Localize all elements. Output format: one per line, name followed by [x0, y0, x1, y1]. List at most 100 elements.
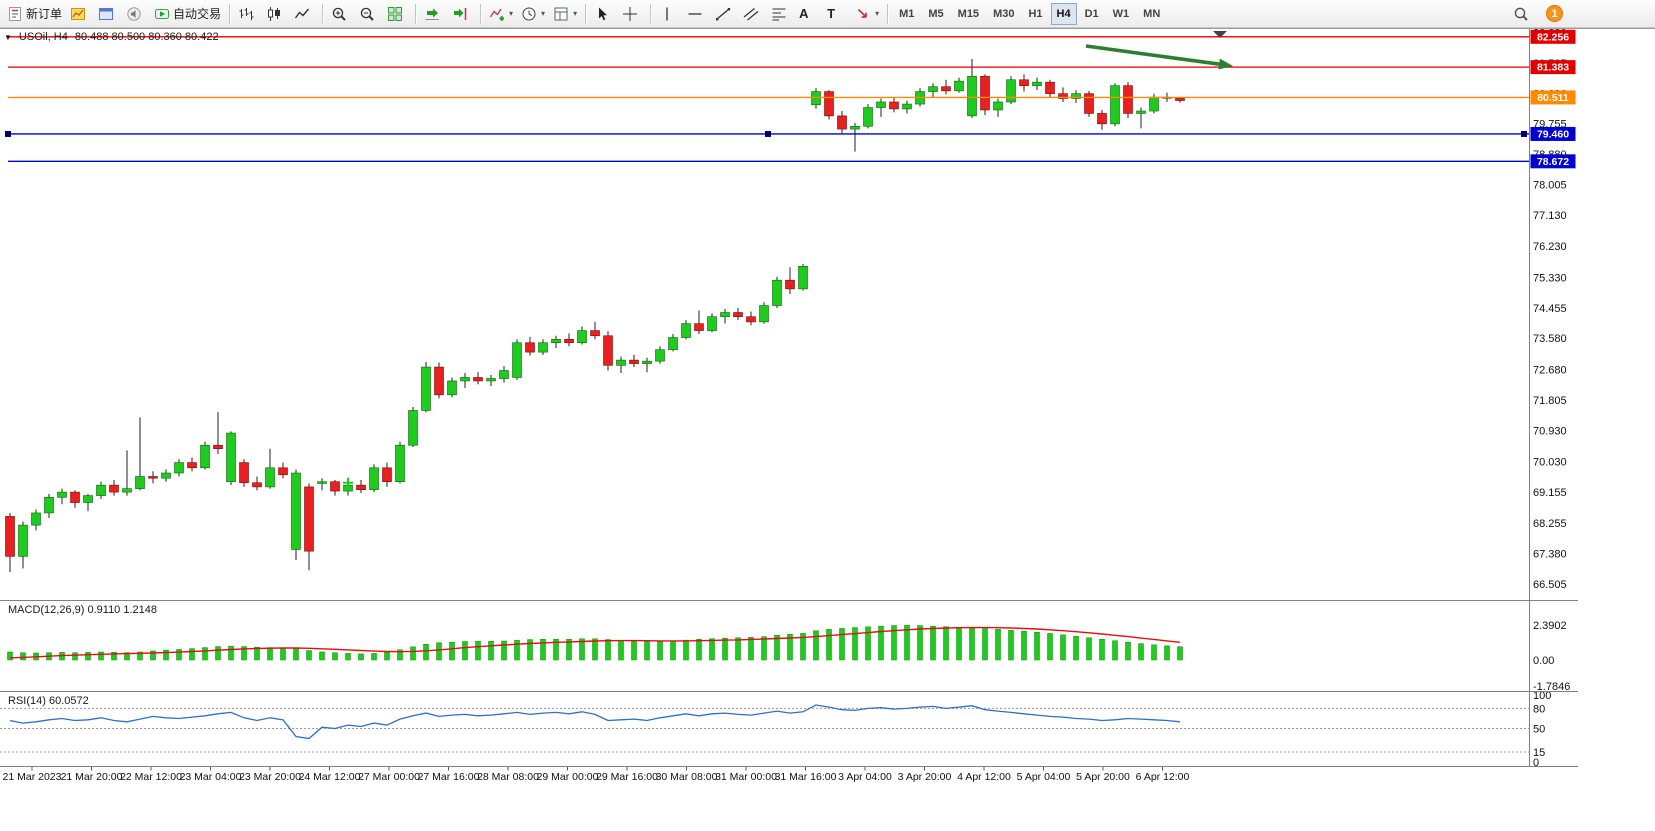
macd-bar: [644, 641, 650, 661]
channel-button[interactable]: [739, 2, 767, 26]
macd-bar: [241, 646, 247, 661]
macd-bar: [475, 641, 481, 661]
search-button[interactable]: [1509, 2, 1537, 26]
new-order-button[interactable]: 新订单: [3, 2, 66, 26]
candle-body: [824, 91, 834, 117]
macd-bar: [800, 633, 806, 661]
macd-bar: [85, 652, 91, 661]
candle-body: [1097, 113, 1107, 125]
symbol-menu-icon[interactable]: ▼: [4, 32, 12, 42]
zoom-in-button[interactable]: [327, 2, 355, 26]
timeframe-m5-button[interactable]: M5: [928, 7, 944, 20]
new-order-button-label: 新订单: [26, 7, 63, 21]
candle-body: [239, 462, 249, 484]
price-axis-label: 70.030: [1533, 457, 1567, 469]
bar-chart-button[interactable]: [234, 2, 262, 26]
macd-bar: [306, 650, 312, 661]
candle-body: [1058, 93, 1068, 99]
candle-body: [681, 323, 691, 338]
candle-body: [538, 342, 548, 353]
indicators-button[interactable]: ▾: [485, 2, 517, 26]
news-sound-button[interactable]: [122, 2, 150, 26]
toolbar-separator: [322, 3, 324, 24]
macd-axis-label: 2.3902: [1533, 620, 1567, 632]
timeframe-m15-button[interactable]: M15: [957, 7, 980, 20]
auto-scroll-button[interactable]: [420, 2, 448, 26]
timeframe-m1-button[interactable]: M1: [899, 7, 915, 20]
price-badge: [1530, 90, 1576, 105]
crosshair-button[interactable]: [618, 2, 646, 26]
time-axis-label: 31 Mar 00:00: [715, 771, 777, 783]
vertical-line-button[interactable]: [655, 2, 683, 26]
periods-button[interactable]: ▾: [517, 2, 549, 26]
time-axis-label: 5 Apr 04:00: [1017, 771, 1071, 783]
candle-body: [473, 377, 483, 382]
autotrading-button[interactable]: 自动交易: [150, 2, 225, 26]
line-handle[interactable]: [765, 130, 771, 137]
timeframe-h1-button[interactable]: H1: [1028, 7, 1043, 20]
candle-body: [1123, 85, 1133, 114]
label-button[interactable]: T: [823, 2, 851, 26]
price-axis-label: 66.505: [1533, 579, 1567, 591]
rsi-indicator-label: RSI(14) 60.0572: [8, 695, 89, 707]
macd-bar: [618, 640, 624, 661]
timeframe-m30-button[interactable]: M30: [993, 7, 1015, 20]
candle-body: [317, 481, 327, 484]
macd-bar: [722, 637, 728, 661]
timeframe-w1-button[interactable]: W1: [1112, 7, 1130, 20]
chart-ohlc-values: 80.488 80.500 80.360 80.422: [74, 31, 219, 43]
time-axis-label: 6 Apr 12:00: [1136, 771, 1190, 783]
line-handle[interactable]: [5, 130, 11, 137]
zoom-out-button[interactable]: [355, 2, 383, 26]
macd-bar: [1177, 646, 1183, 661]
price-badge-label: 80.511: [1537, 92, 1569, 104]
candle-body: [655, 349, 665, 362]
candle-body: [83, 495, 93, 503]
new-chart-button[interactable]: [66, 2, 94, 26]
macd-signal-line: [9, 626, 1181, 659]
candle-body: [1136, 110, 1146, 114]
timeframe-d1-button[interactable]: D1: [1084, 7, 1099, 20]
arrows-button[interactable]: ▾: [851, 2, 883, 26]
cursor-button[interactable]: [590, 2, 618, 26]
candle-body: [122, 488, 132, 493]
tile-windows-button[interactable]: [383, 2, 411, 26]
autotrading-button-label: 自动交易: [173, 7, 222, 21]
candle-body: [174, 462, 184, 474]
price-axis-label: 70.930: [1533, 425, 1567, 437]
macd-bar: [98, 651, 104, 661]
chart-shift-marker[interactable]: [1213, 31, 1227, 38]
trendline-button[interactable]: [711, 2, 739, 26]
candle-body: [798, 266, 808, 290]
hline-icon: [687, 6, 703, 22]
notification-badge[interactable]: 1: [1546, 5, 1563, 22]
timeframe-h4-button[interactable]: H4: [1050, 2, 1077, 25]
macd-bar: [332, 652, 338, 661]
templates-button[interactable]: ▾: [549, 2, 581, 26]
macd-bar: [1073, 636, 1079, 661]
candle-body: [525, 342, 535, 353]
chart-shift-button[interactable]: [448, 2, 476, 26]
macd-bar: [696, 639, 702, 661]
macd-bar: [163, 649, 169, 661]
candle-body: [811, 91, 821, 106]
candle-body: [1006, 79, 1016, 103]
text-button[interactable]: A: [795, 2, 823, 26]
line-chart-button[interactable]: [290, 2, 318, 26]
trend-arrow[interactable]: [1085, 44, 1226, 67]
fibonacci-button[interactable]: [767, 2, 795, 26]
profiles-button[interactable]: [94, 2, 122, 26]
macd-bar: [605, 639, 611, 661]
macd-bar: [384, 651, 390, 661]
candle-body: [96, 484, 106, 496]
timeframe-mn-button[interactable]: MN: [1143, 7, 1161, 20]
macd-indicator-label: MACD(12,26,9) 0.9110 1.2148: [8, 604, 157, 616]
candlestick-chart-button[interactable]: [262, 2, 290, 26]
price-badge: [1530, 126, 1576, 141]
line-handle[interactable]: [1521, 130, 1527, 137]
macd-bar: [774, 634, 780, 661]
new-chart-icon: [70, 6, 86, 22]
horizontal-line-button[interactable]: [683, 2, 711, 26]
candle-body: [330, 481, 340, 492]
